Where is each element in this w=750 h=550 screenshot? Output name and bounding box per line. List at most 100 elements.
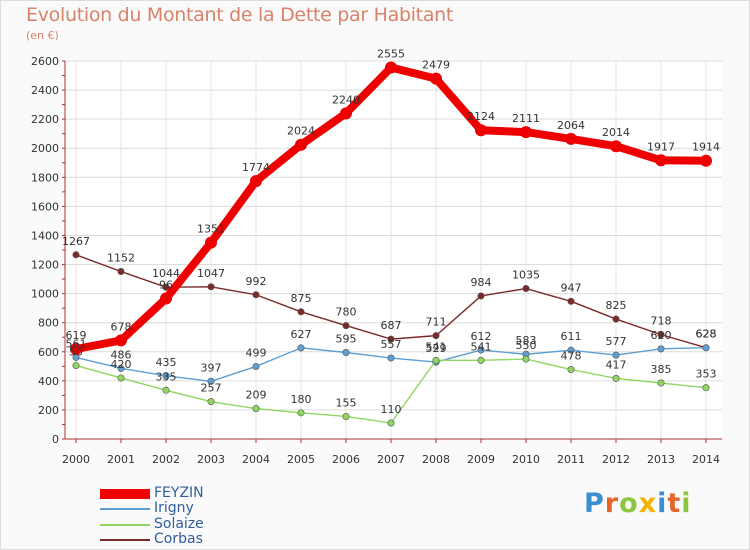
data-point-irigny [702, 344, 710, 352]
data-label-solaize: 478 [561, 350, 582, 363]
data-label-feyzin: 2479 [422, 59, 450, 72]
y-tick-label: 1600 [31, 200, 59, 213]
data-point-corbas [297, 308, 305, 316]
data-point-corbas [522, 285, 530, 293]
data-point-solaize [297, 409, 305, 417]
data-point-solaize [477, 356, 485, 364]
data-label-irigny: 583 [516, 334, 537, 347]
data-point-solaize [612, 374, 620, 382]
data-label-feyzin: 2024 [287, 125, 315, 138]
x-tick-label: 2012 [602, 453, 630, 466]
y-tick-label: 1800 [31, 171, 59, 184]
x-tick-label: 2006 [332, 453, 360, 466]
data-label-corbas: 1035 [512, 269, 540, 282]
data-point-corbas [162, 283, 170, 291]
data-label-feyzin: 1774 [242, 161, 270, 174]
data-label-corbas: 992 [246, 275, 267, 288]
data-point-corbas [612, 315, 620, 323]
x-tick-label: 2004 [242, 453, 270, 466]
y-tick-label: 2000 [31, 142, 59, 155]
data-label-solaize: 385 [651, 363, 672, 376]
legend-swatch-solaize [100, 524, 150, 526]
data-label-corbas: 984 [471, 276, 492, 289]
x-tick-label: 2007 [377, 453, 405, 466]
data-label-solaize: 335 [156, 370, 177, 383]
data-point-feyzin [565, 132, 577, 145]
data-label-irigny: 435 [156, 356, 177, 369]
data-label-corbas: 1047 [197, 267, 225, 280]
data-point-solaize [522, 355, 530, 363]
data-label-feyzin: 1351 [197, 223, 225, 236]
x-tick-label: 2010 [512, 453, 540, 466]
x-tick-label: 2002 [152, 453, 180, 466]
data-label-irigny: 499 [246, 346, 267, 359]
x-tick-label: 2005 [287, 453, 315, 466]
data-point-feyzin [250, 175, 262, 188]
data-point-solaize [252, 405, 260, 413]
data-label-irigny: 529 [426, 342, 447, 355]
x-tick-label: 2013 [647, 453, 675, 466]
x-tick-label: 2011 [557, 453, 585, 466]
data-label-irigny: 627 [291, 328, 312, 341]
data-label-solaize: 209 [246, 389, 267, 402]
data-point-irigny [297, 344, 305, 352]
data-point-irigny [477, 346, 485, 354]
y-tick-label: 600 [38, 346, 59, 359]
data-point-feyzin [340, 107, 352, 120]
data-point-solaize [342, 412, 350, 420]
data-label-irigny: 611 [561, 330, 582, 343]
data-point-irigny [117, 364, 125, 372]
data-point-feyzin [520, 126, 532, 139]
data-label-solaize: 155 [336, 396, 357, 409]
data-label-solaize: 541 [426, 340, 447, 353]
data-point-feyzin [610, 140, 622, 153]
y-tick-label: 2600 [31, 55, 59, 68]
legend-label-feyzin: FEYZIN [154, 485, 204, 501]
data-label-corbas: 711 [426, 316, 447, 329]
data-label-solaize: 180 [291, 393, 312, 406]
data-label-solaize: 417 [606, 358, 627, 371]
x-tick-label: 2008 [422, 453, 450, 466]
data-point-solaize [387, 419, 395, 427]
x-tick-label: 2000 [62, 453, 90, 466]
data-label-corbas: 1267 [62, 235, 90, 248]
y-tick-label: 400 [38, 375, 59, 388]
data-label-irigny: 612 [471, 330, 492, 343]
data-point-solaize [72, 362, 80, 370]
logo-letter: r [604, 488, 620, 519]
y-tick-label: 1200 [31, 259, 59, 272]
data-label-corbas: 687 [381, 319, 402, 332]
y-tick-label: 2200 [31, 113, 59, 126]
data-label-feyzin: 2111 [512, 112, 540, 125]
line-chart: 0 200 400 600 800 1000 1200 1400 1600 1800 2000 220… [31, 48, 722, 466]
y-tick-label: 800 [38, 317, 59, 330]
data-point-irigny [162, 372, 170, 380]
data-point-solaize [657, 379, 665, 387]
data-label-feyzin: 2240 [332, 93, 360, 106]
data-label-irigny: 628 [696, 328, 717, 341]
legend-label-corbas: Corbas [154, 531, 203, 547]
data-point-solaize [702, 384, 710, 392]
data-point-corbas [207, 283, 215, 291]
data-label-corbas: 1152 [107, 252, 135, 265]
y-tick-label: 1400 [31, 229, 59, 242]
legend-swatch-irigny [100, 508, 150, 510]
data-point-feyzin [70, 343, 82, 356]
data-label-solaize: 353 [696, 368, 717, 381]
data-label-irigny: 577 [606, 335, 627, 348]
x-tick-label: 2014 [692, 453, 720, 466]
data-point-irigny [207, 377, 215, 385]
y-tick-label: 0 [52, 433, 59, 446]
data-label-irigny: 620 [651, 329, 672, 342]
data-point-feyzin [475, 124, 487, 137]
data-label-feyzin: 2555 [377, 48, 405, 61]
data-point-feyzin [655, 154, 667, 167]
data-label-feyzin: 1914 [692, 141, 720, 154]
data-label-feyzin: 2064 [557, 119, 585, 132]
data-point-feyzin [430, 72, 442, 85]
data-label-irigny: 397 [201, 361, 222, 374]
chart-title: Evolution du Montant de la Dette par Hab… [26, 4, 454, 26]
data-label-feyzin: 2014 [602, 126, 630, 139]
x-tick-label: 2009 [467, 453, 495, 466]
data-label-solaize: 420 [111, 358, 132, 371]
